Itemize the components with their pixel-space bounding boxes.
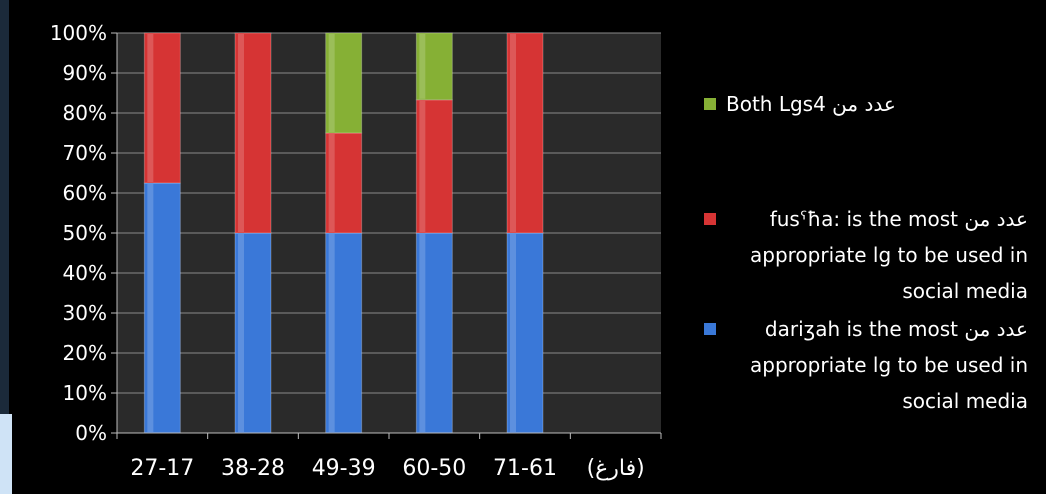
legend-swatch-green — [704, 98, 716, 110]
y-tick-label: 100% — [50, 21, 107, 45]
left-edge-strip — [0, 0, 9, 494]
legend-swatch-red — [704, 213, 716, 225]
x-tick-label: 38-28 — [221, 456, 285, 481]
x-tick-label: 49-39 — [312, 456, 376, 481]
bar-highlight — [510, 34, 516, 232]
bar-segment — [325, 32, 363, 134]
y-tick-label: 20% — [63, 341, 107, 365]
bar-highlight — [238, 34, 244, 232]
y-tick-label: 0% — [75, 421, 107, 445]
bar-segment — [325, 132, 363, 234]
bar-segment — [415, 32, 453, 101]
bar-segment — [506, 32, 544, 234]
x-tick-label: (فارغ) — [587, 456, 645, 481]
bar-segment — [234, 32, 272, 234]
bar-highlight — [419, 234, 426, 432]
bar-highlight — [328, 234, 335, 432]
x-tick-label: 71-61 — [493, 456, 557, 481]
gridlines — [117, 32, 661, 394]
bar-highlight — [328, 34, 335, 132]
y-tick-label: 10% — [63, 381, 107, 405]
x-tick-labels: 27-17 38-28 49-39 60-50 71-61 (فارغ) — [130, 456, 644, 481]
corner-patch — [0, 414, 12, 494]
x-tick-label: 60-50 — [402, 456, 466, 481]
bar-highlight — [147, 184, 154, 432]
legend-label-both: عدد من Both Lgs4 — [726, 92, 896, 116]
y-tick-label: 30% — [63, 301, 107, 325]
x-tick-label: 27-17 — [130, 456, 194, 481]
legend-label-darijah: عدد من dariʒah is the most appropriate l… — [750, 317, 1028, 413]
bar-segment — [234, 232, 272, 434]
bar-highlight — [238, 234, 244, 432]
legend-label-fusha: عدد من fusˁħa: is the most appropriate l… — [750, 207, 1028, 303]
y-tick-label: 60% — [63, 181, 107, 205]
bar-segment — [143, 182, 181, 434]
bar-highlight — [328, 134, 335, 232]
legend-swatch-blue — [704, 323, 716, 335]
y-tick-label: 50% — [63, 221, 107, 245]
bar-highlight — [419, 100, 426, 232]
bar-segment — [506, 232, 544, 434]
bar-highlight — [147, 34, 154, 182]
y-tick-label: 80% — [63, 101, 107, 125]
y-tick-labels: 0% 10% 20% 30% 40% 50% 60% 70% 80% 90% 100% — [50, 21, 117, 445]
y-tick-label: 70% — [63, 141, 107, 165]
bar-highlight — [419, 34, 426, 99]
bar-segment — [143, 32, 181, 184]
bar-series-group — [143, 32, 544, 434]
bar-highlight — [510, 234, 516, 432]
y-tick-label: 40% — [63, 261, 107, 285]
bar-segment — [415, 232, 453, 434]
y-tick-label: 90% — [63, 61, 107, 85]
